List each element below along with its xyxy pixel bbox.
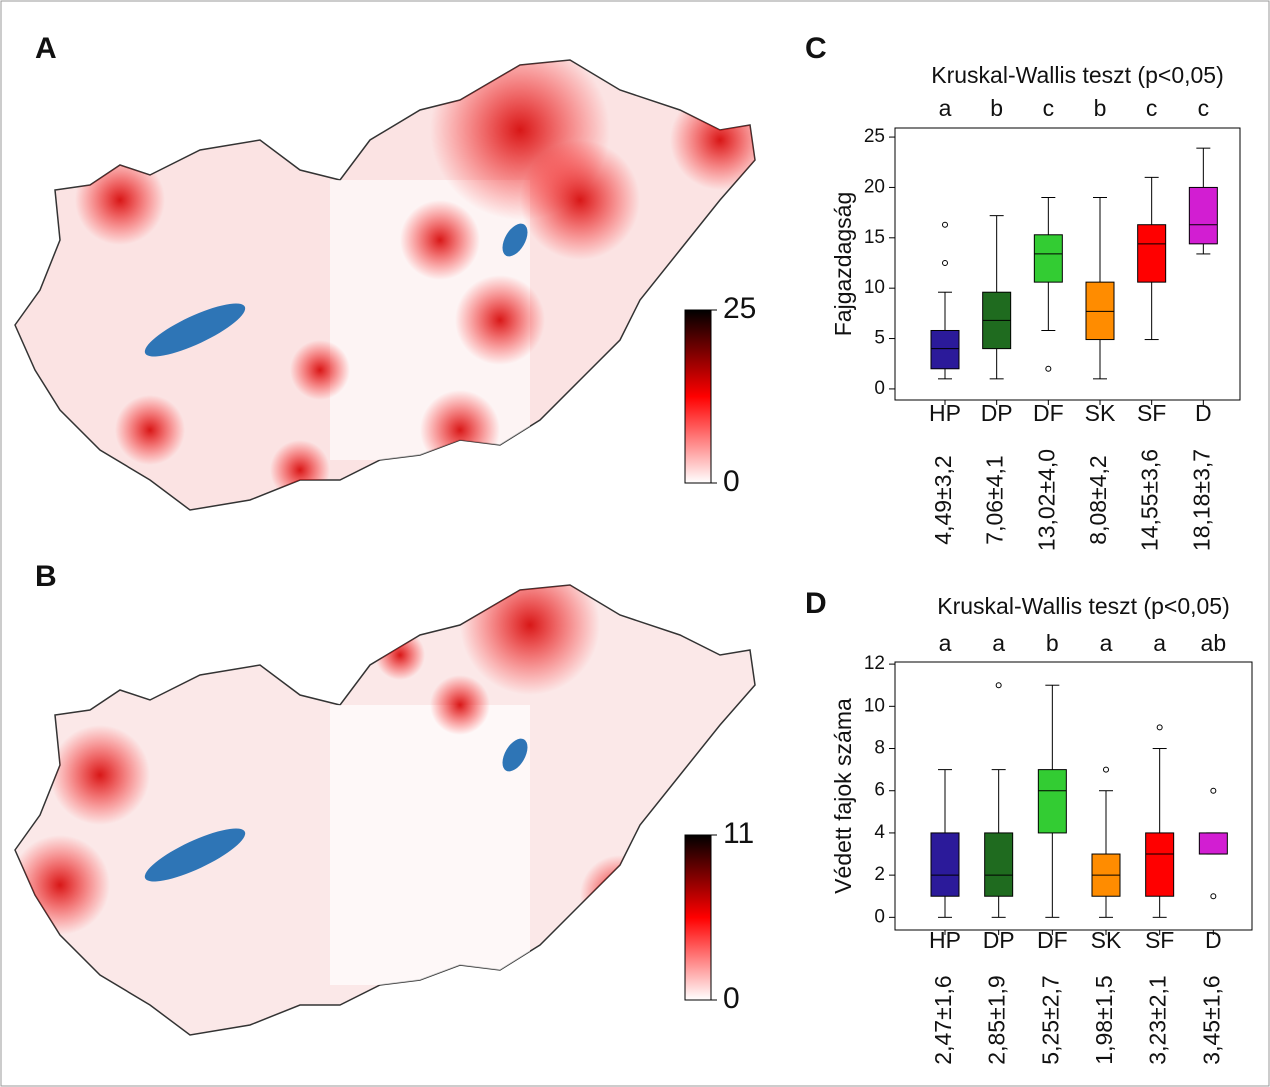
mean-label: 5,25±2,7	[1037, 975, 1063, 1064]
y-tick-label: 10	[864, 277, 885, 298]
box	[1199, 833, 1227, 854]
group-letter: c	[1043, 95, 1055, 121]
colorbar	[685, 310, 711, 483]
y-tick-label: 8	[874, 738, 885, 759]
box	[1038, 770, 1066, 833]
group-letter: a	[992, 630, 1005, 656]
box	[1138, 225, 1166, 282]
outlier	[1157, 725, 1162, 730]
colorbar-tick-label: 0	[723, 982, 740, 1015]
y-tick-label: 4	[874, 822, 885, 843]
box	[1146, 833, 1174, 896]
chart-title: Kruskal-Wallis teszt (p<0,05)	[937, 593, 1230, 619]
outlier	[943, 222, 948, 227]
box	[931, 833, 959, 896]
mean-label: 14,55±3,6	[1137, 449, 1163, 551]
mean-label: 3,45±1,6	[1198, 975, 1224, 1064]
x-tick-label: HP	[929, 927, 961, 953]
group-letter: b	[1046, 630, 1059, 656]
panel-label: C	[805, 32, 827, 65]
panel-label: A	[35, 32, 57, 65]
group-letter: a	[1153, 630, 1166, 656]
x-tick-label: DF	[1033, 400, 1064, 426]
mean-label: 2,85±1,9	[984, 975, 1010, 1064]
group-letter: c	[1146, 95, 1158, 121]
map-a	[15, 40, 770, 510]
y-tick-label: 12	[864, 653, 885, 674]
colorbar	[685, 835, 711, 1000]
group-letter: a	[939, 95, 952, 121]
mean-label: 2,47±1,6	[930, 975, 956, 1064]
map-b	[10, 555, 755, 1035]
y-axis-label: Fajgazdagság	[830, 192, 856, 337]
y-axis-label: Védett fajok száma	[830, 698, 856, 894]
group-letter: b	[990, 95, 1003, 121]
box	[1086, 282, 1114, 339]
mean-label: 18,18±3,7	[1188, 449, 1214, 551]
x-tick-label: SF	[1145, 927, 1174, 953]
group-letter: b	[1094, 95, 1107, 121]
colorbar-tick-label: 0	[723, 465, 740, 498]
colorbar-tick-label: 11	[723, 817, 754, 850]
group-letter: a	[1100, 630, 1113, 656]
outlier	[1211, 788, 1216, 793]
outlier	[1104, 767, 1109, 772]
box	[931, 330, 959, 368]
panel-label: D	[805, 587, 827, 620]
outlier	[1211, 894, 1216, 899]
colorbar-tick-label: 25	[723, 292, 756, 325]
y-tick-label: 20	[864, 176, 885, 197]
y-tick-label: 5	[874, 328, 885, 349]
y-tick-label: 0	[874, 378, 885, 399]
y-tick-label: 2	[874, 864, 885, 885]
chart-title: Kruskal-Wallis teszt (p<0,05)	[931, 62, 1224, 88]
group-letter: a	[939, 630, 952, 656]
x-tick-label: D	[1205, 927, 1222, 953]
mean-label: 8,08±4,2	[1085, 455, 1111, 544]
panel-label: B	[35, 560, 57, 593]
y-tick-label: 6	[874, 780, 885, 801]
mean-label: 13,02±4,0	[1033, 449, 1059, 551]
x-tick-label: SK	[1091, 927, 1122, 953]
y-tick-label: 25	[864, 126, 885, 147]
mean-label: 3,23±2,1	[1145, 975, 1171, 1064]
figure: A025B011CKruskal-Wallis teszt (p<0,05)Fa…	[0, 0, 1270, 1087]
mean-label: 4,49±3,2	[930, 455, 956, 544]
mean-label: 1,98±1,5	[1091, 975, 1117, 1064]
y-tick-label: 15	[864, 227, 885, 248]
box	[1189, 187, 1217, 243]
outlier	[943, 260, 948, 265]
y-tick-label: 0	[874, 906, 885, 927]
box	[1034, 235, 1062, 282]
group-letter: c	[1198, 95, 1210, 121]
x-tick-label: DF	[1037, 927, 1068, 953]
x-tick-label: DP	[981, 400, 1013, 426]
x-tick-label: SK	[1085, 400, 1116, 426]
mean-label: 7,06±4,1	[982, 455, 1008, 544]
x-tick-label: HP	[929, 400, 961, 426]
group-letter: ab	[1201, 630, 1227, 656]
outlier	[996, 683, 1001, 688]
x-tick-label: D	[1195, 400, 1212, 426]
outlier	[1046, 366, 1051, 371]
x-tick-label: DP	[983, 927, 1015, 953]
box	[985, 833, 1013, 896]
y-tick-label: 10	[864, 695, 885, 716]
x-tick-label: SF	[1137, 400, 1166, 426]
